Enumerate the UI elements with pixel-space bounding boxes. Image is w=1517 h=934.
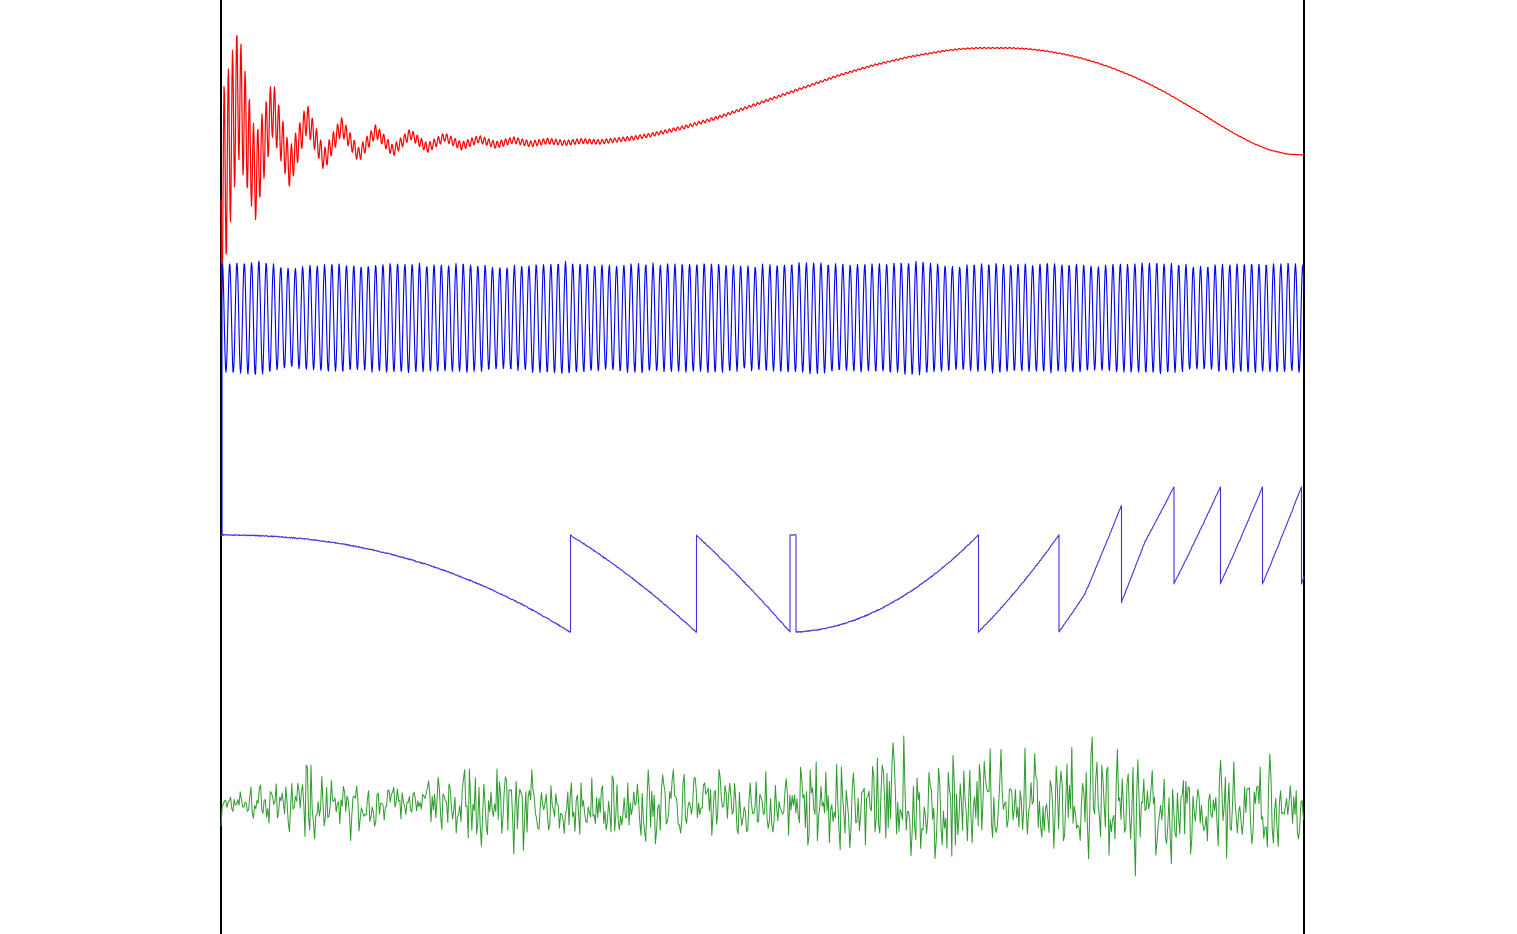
trace-wrapped-phase [220, 486, 1305, 633]
trace-magnitude-envelope [220, 34, 1305, 297]
trace-group [220, 34, 1305, 877]
trace-oscillating-band [221, 260, 1305, 536]
trace-noisy-residual [220, 735, 1304, 877]
